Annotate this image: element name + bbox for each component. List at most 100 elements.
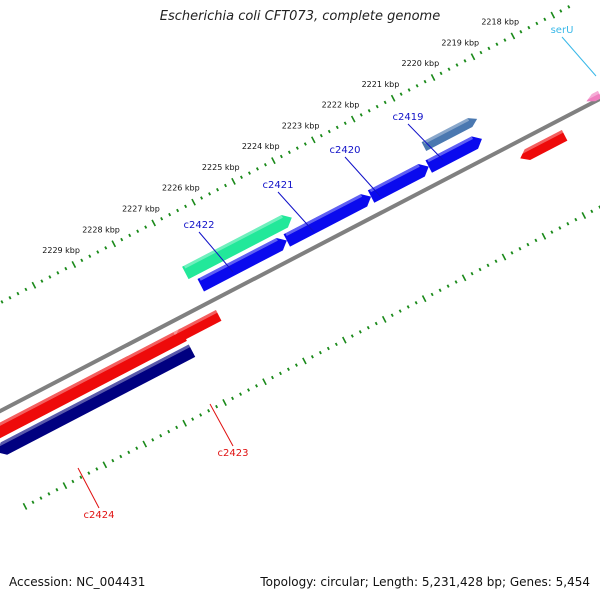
- inner-scale-tick: [215, 404, 219, 409]
- outer-scale-tick: [239, 175, 243, 179]
- gene-leader-line: [77, 467, 100, 509]
- gene-c2422-block-shade: [183, 215, 283, 269]
- inner-scale-tick: [286, 367, 290, 371]
- backbone-line: [0, 96, 600, 414]
- inner-scale-tick: [79, 475, 83, 480]
- outer-scale-tick: [350, 115, 356, 123]
- outer-scale-tick: [168, 212, 172, 217]
- gene-pink-block[interactable]: [586, 90, 600, 102]
- inner-scale-tick: [518, 246, 522, 251]
- inner-scale-tick: [414, 301, 418, 305]
- gene-leader-line: [198, 231, 234, 273]
- gene-c2419b-block-shade: [423, 118, 470, 144]
- gene-c2420-block[interactable]: [283, 194, 372, 247]
- gene-c2424-block-shade: [0, 328, 182, 426]
- inner-scale-tick: [294, 363, 298, 367]
- outer-scale-tick: [224, 183, 228, 188]
- outer-scale-tick: [176, 208, 180, 213]
- gene-label-c2419[interactable]: c2419: [393, 112, 424, 123]
- outer-scale-tick: [359, 113, 363, 117]
- gene-label-seru[interactable]: serU: [551, 25, 574, 36]
- outer-scale-tick: [88, 254, 92, 258]
- inner-scale-tick: [255, 384, 259, 388]
- inner-scale-tick: [534, 238, 538, 243]
- outer-scale-tick: [430, 74, 436, 81]
- inner-scale-tick: [191, 417, 195, 421]
- gene-c2421-block-shade: [199, 237, 278, 281]
- gene-label-c2420[interactable]: c2420: [330, 145, 361, 156]
- gene-c2424b-block[interactable]: [0, 344, 196, 455]
- scale-tick-label: 2225 kbp: [202, 163, 240, 172]
- outer-scale-tick: [399, 92, 403, 96]
- scale-tick-label: 2219 kbp: [441, 38, 479, 47]
- scale-tick-label: 2229 kbp: [42, 246, 80, 255]
- map-title: Escherichia coli CFT073, complete genome: [159, 9, 441, 24]
- inner-scale-tick: [501, 253, 507, 261]
- outer-scale-tick: [80, 258, 84, 263]
- inner-scale-tick: [159, 433, 163, 438]
- gene-c2420b-block[interactable]: [367, 164, 429, 203]
- inner-scale-tick: [47, 492, 51, 496]
- gene-label-c2422[interactable]: c2422: [184, 220, 215, 231]
- inner-scale-tick: [366, 325, 370, 330]
- gene-label-c2421[interactable]: c2421: [263, 180, 294, 191]
- outer-scale-tick: [455, 63, 459, 67]
- outer-scale-tick: [487, 46, 491, 51]
- accession-text: Accession: NC_004431: [9, 575, 146, 589]
- inner-scale-tick: [270, 375, 274, 380]
- gene-leader-line: [407, 123, 444, 161]
- gene-pink-block-shade: [586, 90, 600, 100]
- outer-scale-tick: [271, 157, 276, 165]
- gene-c2421-block[interactable]: [197, 237, 287, 292]
- outer-scale-tick: [510, 32, 516, 40]
- outer-scale-tick: [447, 67, 451, 71]
- outer-scale-tick: [375, 104, 379, 109]
- inner-scale-tick: [207, 409, 211, 413]
- inner-scale-tick: [175, 425, 179, 430]
- inner-scale-tick: [231, 396, 235, 401]
- inner-scale-tick: [558, 226, 562, 230]
- outer-scale-tick: [71, 261, 77, 268]
- outer-scale-tick: [415, 84, 419, 88]
- outer-scale-tick: [519, 30, 523, 34]
- gene-c2424-block[interactable]: [0, 328, 187, 439]
- inner-scale-tick: [142, 440, 148, 448]
- inner-scale-tick: [510, 251, 514, 255]
- outer-scale-tick: [423, 79, 427, 84]
- gene-c2423-block[interactable]: [174, 310, 222, 341]
- inner-scale-tick: [581, 212, 587, 219]
- outer-scale-tick: [96, 250, 100, 254]
- gene-c2422-block[interactable]: [182, 215, 292, 280]
- scale-tick-label: 2222 kbp: [322, 101, 360, 110]
- inner-scale-tick: [62, 482, 68, 490]
- outer-scale-tick: [160, 217, 164, 221]
- inner-scale-tick: [381, 315, 387, 323]
- inner-scale-tick: [278, 371, 282, 376]
- inner-scale-tick: [461, 274, 467, 282]
- inner-scale-tick: [566, 222, 570, 226]
- outer-scale-tick: [439, 71, 443, 76]
- inner-scale-tick: [470, 271, 474, 276]
- inner-scale-tick: [239, 392, 243, 396]
- outer-scale-tick: [64, 266, 68, 271]
- inner-scale-tick: [438, 288, 442, 293]
- gene-c2419-block[interactable]: [425, 136, 482, 173]
- gene-label-c2423[interactable]: c2423: [218, 448, 249, 459]
- outer-scale-tick: [311, 136, 316, 144]
- outer-scale-tick: [16, 291, 20, 296]
- gene-c2419b-block[interactable]: [421, 118, 478, 151]
- gene-c2420-block-shade: [285, 194, 363, 236]
- gene-leader-line: [277, 191, 315, 233]
- inner-scale-tick: [390, 313, 394, 317]
- gene-right-red-block[interactable]: [520, 129, 568, 161]
- outer-scale-tick: [559, 9, 563, 13]
- inner-scale-tick: [398, 309, 402, 313]
- inner-scale-tick: [342, 336, 347, 344]
- inner-scale-tick: [102, 461, 108, 469]
- outer-scale-tick: [111, 240, 117, 248]
- outer-scale-tick: [24, 287, 28, 292]
- inner-scale-tick: [550, 230, 554, 234]
- gene-label-c2424[interactable]: c2424: [84, 510, 115, 521]
- outer-scale-tick: [470, 53, 476, 61]
